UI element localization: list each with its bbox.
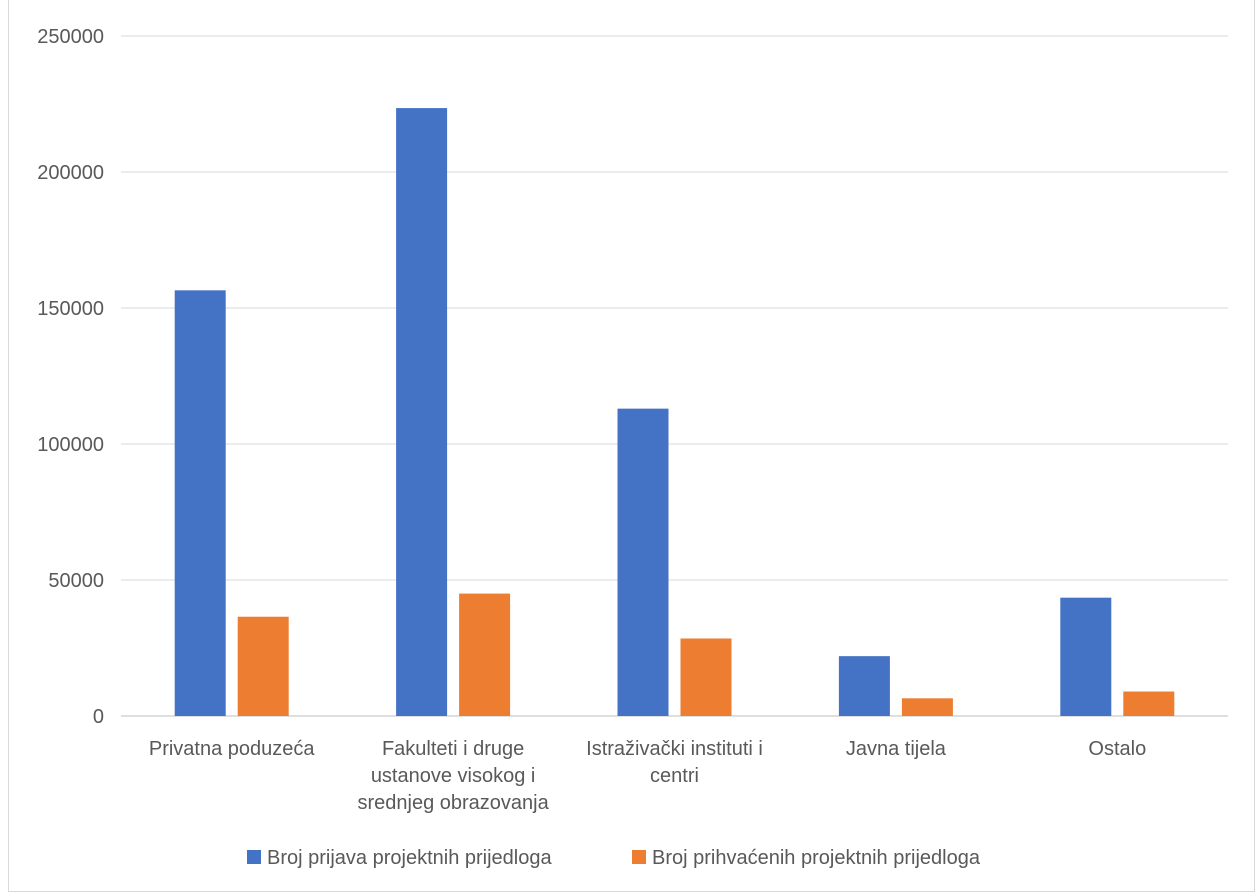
bar-prijave [396,108,448,716]
y-tick-label: 100000 [37,434,104,456]
y-tick-label: 150000 [37,298,104,320]
legend-swatch [632,850,646,864]
bar-prijave [617,408,669,716]
bar-prihvaceni [1123,691,1175,716]
bar-prihvaceni [901,698,953,716]
x-tick-label: centri [650,765,699,787]
x-tick-label: Javna tijela [846,738,947,760]
chart-frame [8,0,1255,892]
x-tick-label: Privatna poduzeća [149,738,316,760]
legend-label: Broj prijava projektnih prijedloga [267,847,552,869]
bar-prijave [838,656,890,716]
y-tick-label: 0 [93,706,104,728]
x-tick-label: ustanove visokog i [371,765,536,787]
bar-prihvaceni [237,616,289,716]
y-tick-label: 250000 [37,26,104,48]
y-tick-label: 200000 [37,162,104,184]
bar-prihvaceni [459,593,511,716]
legend-swatch [247,850,261,864]
x-tick-label: srednjeg obrazovanja [357,792,549,814]
bar-prijave [1060,597,1112,716]
x-tick-label: Ostalo [1088,738,1146,760]
x-tick-label: Fakulteti i druge [382,738,524,760]
bar-prihvaceni [680,638,732,716]
bar-prijave [174,290,226,716]
legend-label: Broj prihvaćenih projektnih prijedloga [652,847,981,869]
y-tick-label: 50000 [48,570,104,592]
x-tick-label: Istraživački instituti i [586,738,763,760]
